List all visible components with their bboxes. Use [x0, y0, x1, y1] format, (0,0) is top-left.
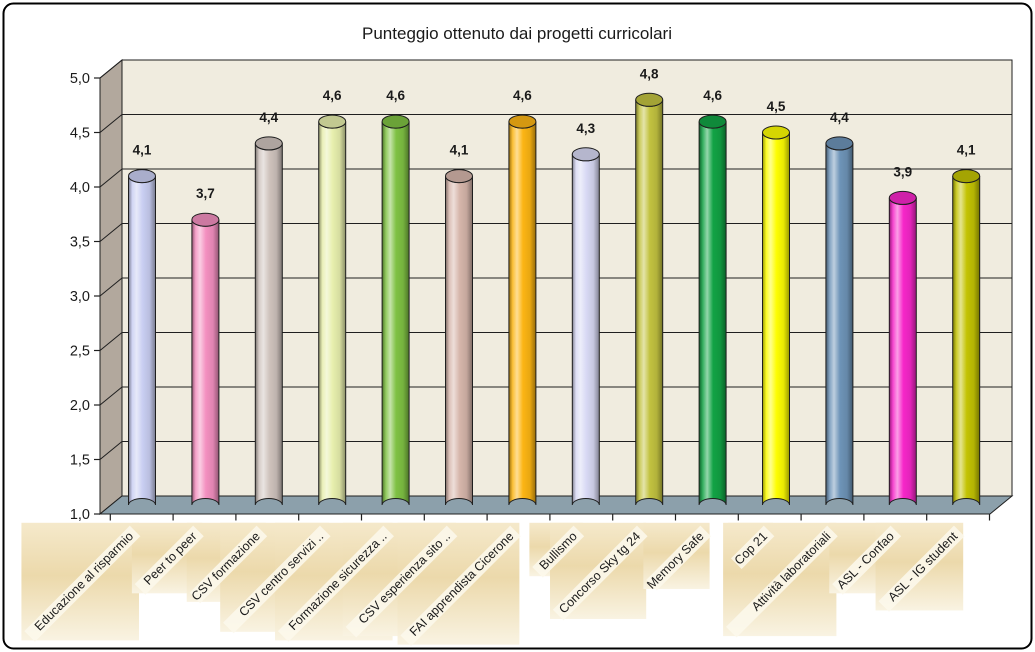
- bar-cylinder-body: [888, 197, 917, 506]
- category-label-strip: [731, 525, 775, 570]
- chart-title: Punteggio ottenuto dai progetti curricol…: [362, 24, 672, 43]
- bar-cylinder-body: [698, 121, 727, 506]
- category-label-strip: [400, 525, 521, 647]
- bar-cylinder-body: [381, 121, 410, 506]
- gridline-side: [99, 441, 123, 460]
- bar-value-label: 4,5: [767, 99, 786, 114]
- y-tick-label: 4,0: [70, 180, 90, 196]
- bar-value-label: 3,9: [893, 164, 912, 179]
- category-label-strip: [134, 525, 204, 595]
- y-tick-label: 4,5: [70, 126, 90, 142]
- category-label-strip: [532, 525, 585, 578]
- bar-cylinder-top: [191, 212, 220, 227]
- category-label-strip: [552, 525, 648, 621]
- gridline-side: [99, 223, 123, 242]
- bar-cylinder-top: [381, 114, 410, 129]
- bar-cylinder-top: [318, 114, 347, 129]
- category-label-strip: [223, 525, 331, 634]
- y-tick-label: 3,0: [70, 289, 90, 305]
- bar-value-label: 4,1: [450, 143, 469, 158]
- bar-cylinder-top: [698, 114, 727, 129]
- bar-cylinder-top: [635, 92, 664, 107]
- bar-cylinder-body: [571, 154, 600, 506]
- bar-value-label: 4,6: [513, 88, 532, 103]
- gridline-side: [99, 59, 123, 79]
- bar-cylinder-body: [952, 176, 981, 506]
- bar-cylinder-body: [445, 176, 473, 506]
- y-tick-label: 2,5: [70, 344, 90, 360]
- bar-cylinder-top: [825, 136, 854, 151]
- gridline-side: [99, 386, 123, 406]
- bar-cylinder-body: [318, 121, 347, 506]
- gridline-side: [99, 332, 123, 351]
- bar-cylinder-top: [128, 169, 156, 184]
- y-tick-label: 3,5: [70, 235, 90, 251]
- y-tick-label: 1,0: [70, 507, 90, 523]
- bar-cylinder-body: [128, 176, 156, 506]
- bar-value-label: 4,1: [957, 143, 976, 158]
- category-label-strip: [345, 525, 458, 638]
- bar-cylinder-top: [888, 190, 917, 205]
- category-label-strip: [725, 525, 838, 638]
- bar-value-label: 4,8: [640, 66, 659, 81]
- floor: [98, 495, 1014, 515]
- category-label-strip: [24, 525, 141, 642]
- bar-cylinder-top: [508, 114, 537, 129]
- bar-cylinder-top: [254, 136, 283, 151]
- category-label-strip: [832, 525, 902, 595]
- bar-cylinder-top: [571, 147, 600, 162]
- bar-value-label: 4,6: [703, 88, 722, 103]
- bar-value-label: 4,4: [259, 110, 278, 125]
- bar-value-label: 4,6: [386, 88, 405, 103]
- category-label-strip: [646, 525, 711, 591]
- bar-cylinder-body: [825, 143, 854, 506]
- gridline-side: [99, 114, 123, 133]
- bar-cylinder-body: [191, 219, 220, 506]
- category-label-strip: [189, 525, 268, 604]
- bar-cylinder-body: [635, 99, 664, 506]
- bar-value-label: 4,3: [576, 121, 595, 136]
- y-tick-label: 1,5: [70, 453, 90, 469]
- plot-area: 1,0 1,5 2,0 2,5 3,0 3,5 4,0 4,5 5,0 4,1 3,7 4,4 4,6 4…: [21, 58, 1014, 647]
- y-tick-label: 2,0: [70, 398, 90, 414]
- bar-cylinder-body: [762, 132, 790, 506]
- category-label-strip: [878, 525, 965, 612]
- bar-cylinder-body: [254, 143, 283, 506]
- gridline-side: [99, 168, 123, 188]
- category-label-strip: [277, 525, 394, 642]
- bar-value-label: 4,1: [133, 143, 152, 158]
- bar-cylinder-body: [508, 121, 537, 506]
- bar-cylinder-top: [445, 169, 473, 184]
- bar-value-label: 4,4: [830, 110, 849, 125]
- bar-cylinder-top: [762, 125, 790, 140]
- bar-value-label: 3,7: [196, 186, 215, 201]
- y-tick-label: 5,0: [70, 71, 90, 87]
- bar-value-label: 4,6: [323, 88, 342, 103]
- bar-cylinder-top: [952, 169, 981, 184]
- gridline-side: [99, 277, 123, 297]
